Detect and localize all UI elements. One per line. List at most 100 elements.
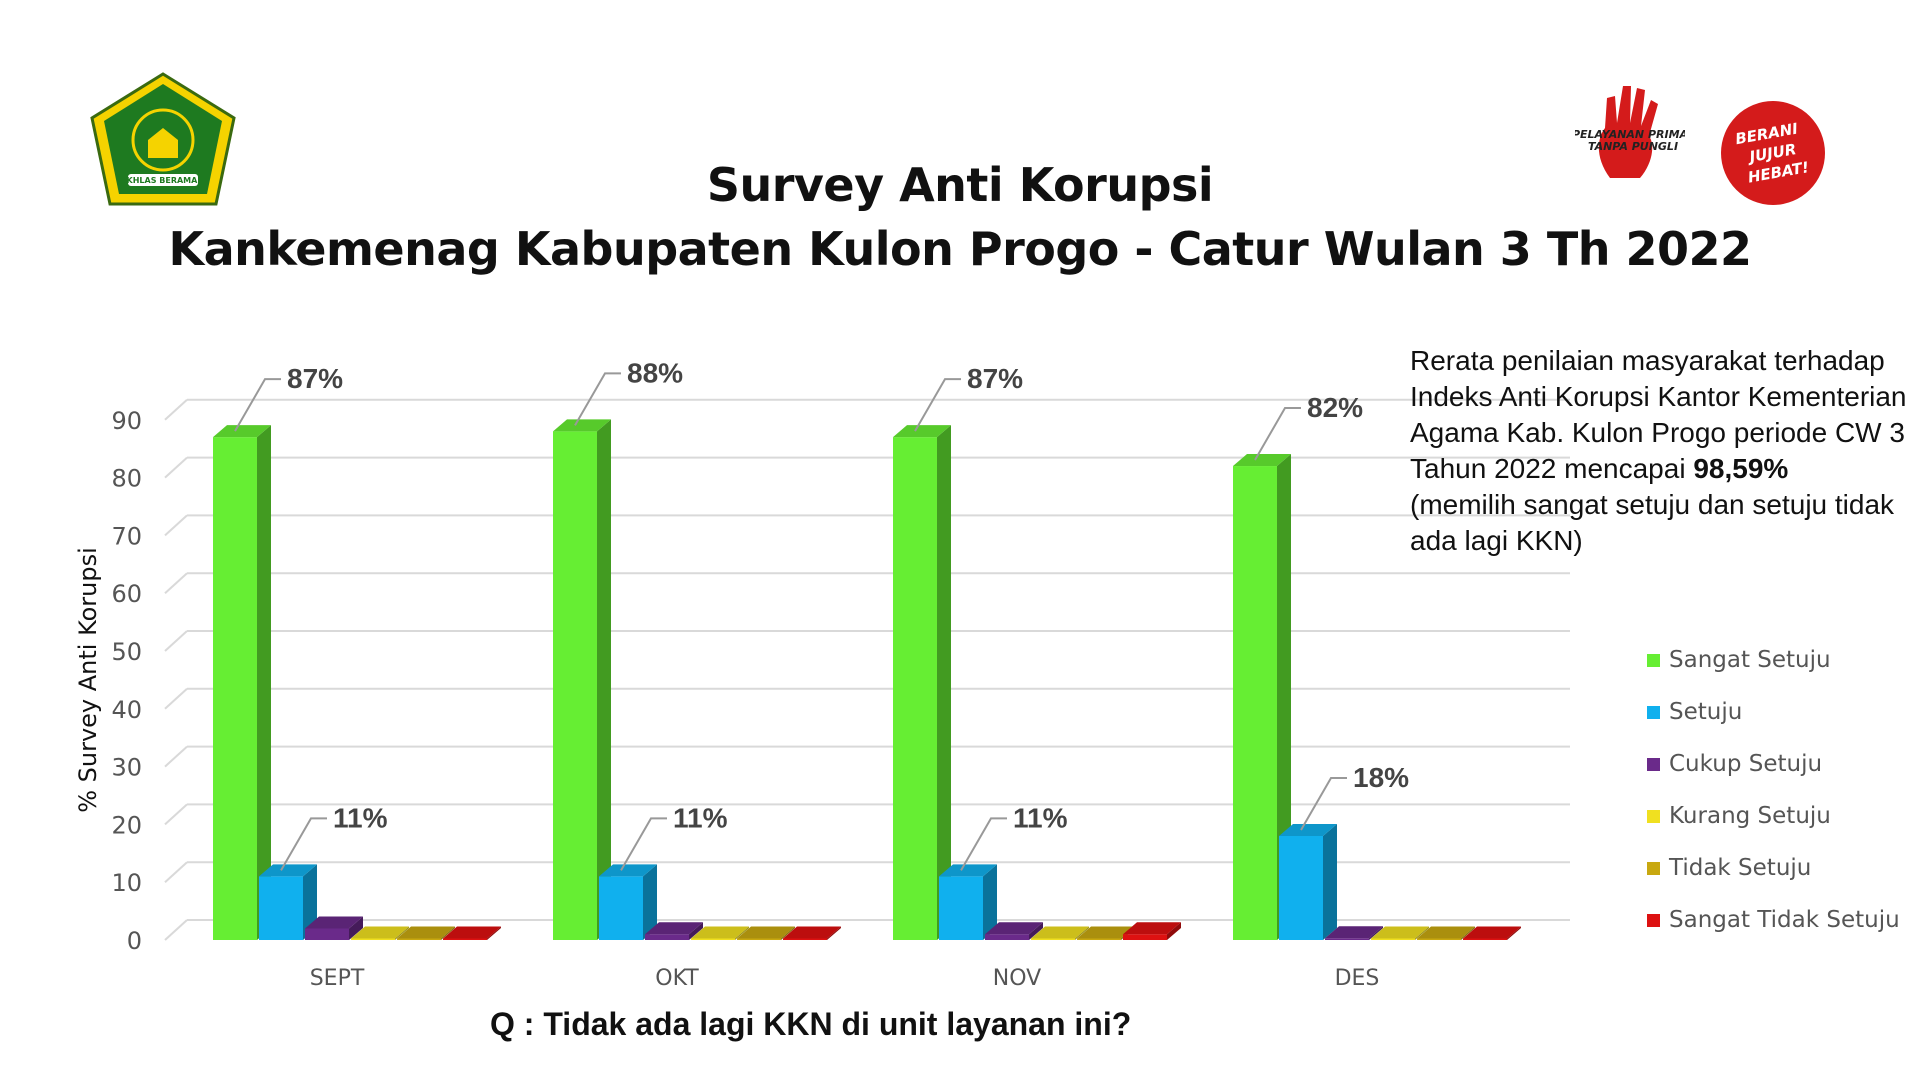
bar-side: [597, 419, 611, 940]
bar: [1031, 938, 1075, 940]
bar-side: [735, 926, 749, 940]
bar-side: [441, 926, 455, 940]
bar: [985, 934, 1029, 940]
bar: [1325, 938, 1369, 940]
bar: [213, 437, 257, 940]
bar-top: [985, 922, 1043, 935]
kemenag-logo: IKHLAS BERAMAL: [88, 70, 238, 210]
bar-top: [599, 864, 657, 877]
y-tick-label: 60: [111, 580, 142, 608]
survey-question: Q : Tidak ada lagi KKN di unit layanan i…: [490, 1006, 1132, 1042]
legend-swatch: [1647, 705, 1660, 719]
bar-top: [351, 926, 409, 939]
bar-top: [1233, 454, 1291, 467]
gridline-diag: [164, 514, 188, 537]
bar: [305, 928, 349, 940]
note-text: Rerata penilaian masyarakat terhadap Ind…: [1410, 345, 1907, 484]
bar-top: [645, 922, 703, 935]
x-tick-label: NOV: [993, 966, 1041, 991]
data-label-leader: [960, 817, 1007, 871]
bar-top: [259, 864, 317, 877]
note-text-after: (memilih sangat setuju dan setuju tidak …: [1410, 489, 1895, 556]
data-label: 87%: [967, 363, 1023, 394]
bar: [1371, 938, 1415, 940]
bar-side: [781, 926, 795, 940]
bar-side: [1075, 926, 1089, 940]
bar-side: [1323, 823, 1337, 940]
x-tick-label: OKT: [655, 966, 699, 991]
bar-top: [397, 926, 455, 939]
gridline-diag: [164, 803, 188, 826]
bar-side: [395, 926, 409, 940]
y-tick-label: 20: [111, 811, 142, 839]
data-label-leader: [574, 372, 621, 426]
data-label-leader: [234, 378, 281, 432]
legend-swatch: [1647, 653, 1660, 667]
bar-top: [1417, 926, 1475, 939]
bar-side: [487, 926, 501, 940]
bar: [259, 876, 303, 940]
bar: [737, 938, 781, 940]
bar: [1077, 938, 1121, 940]
bar: [1233, 466, 1277, 940]
bar-top: [1279, 823, 1337, 836]
bar: [1123, 934, 1167, 940]
gridline-diag: [164, 688, 188, 710]
data-label-leader: [280, 817, 327, 871]
legend-label: Tidak Setuju: [1669, 855, 1812, 881]
legend-item: Kurang Setuju: [1647, 801, 1831, 831]
bar-top: [1325, 926, 1383, 939]
bar: [1417, 938, 1461, 940]
bar-top: [553, 419, 611, 432]
legend-swatch: [1647, 913, 1660, 927]
y-tick-label: 70: [111, 522, 142, 550]
bar-side: [937, 425, 951, 940]
y-tick-label: 50: [111, 638, 142, 666]
legend-label: Cukup Setuju: [1669, 751, 1823, 777]
legend-swatch: [1647, 861, 1660, 875]
bar-side: [1167, 922, 1181, 940]
y-tick-label: 0: [127, 927, 142, 955]
gridline-diag: [164, 456, 188, 479]
bar: [783, 938, 827, 940]
data-label: 11%: [333, 802, 388, 833]
bar-top: [213, 425, 271, 438]
bar-side: [1277, 454, 1291, 940]
bar-top: [939, 864, 997, 877]
bar: [1463, 938, 1507, 940]
logo-motto-text: IKHLAS BERAMAL: [124, 176, 203, 185]
bar-top: [893, 425, 951, 438]
bar-side: [827, 926, 841, 940]
legend-label: Setuju: [1669, 699, 1743, 725]
bar-top: [737, 926, 795, 939]
bar: [1279, 835, 1323, 940]
bar: [939, 876, 983, 940]
bar: [645, 934, 689, 940]
legend-label: Kurang Setuju: [1669, 803, 1831, 829]
y-tick-label: 80: [111, 465, 142, 493]
gridline-diag: [164, 572, 188, 594]
gridline-diag: [164, 919, 188, 941]
bar-side: [1507, 926, 1521, 940]
logo-text-2: TANPA PUNGLI: [1588, 140, 1678, 153]
bar-top: [783, 926, 841, 939]
bar-side: [1461, 926, 1475, 940]
bar-top: [443, 926, 501, 939]
note-highlight: 98,59%: [1693, 453, 1789, 484]
legend-item: Cukup Setuju: [1647, 749, 1822, 779]
y-tick-label: 40: [111, 696, 142, 724]
x-tick-label: SEPT: [310, 966, 365, 991]
chart-title-line1: Survey Anti Korupsi: [706, 158, 1214, 212]
berani-jujur-hebat-logo: BERANI JUJUR HEBAT!: [1720, 100, 1826, 206]
gridline-diag: [164, 630, 188, 652]
bar: [397, 938, 441, 940]
x-tick-label: DES: [1335, 966, 1380, 991]
data-label-leader: [1300, 776, 1347, 831]
data-label: 11%: [673, 802, 728, 833]
data-label: 11%: [1013, 802, 1068, 833]
bar: [443, 938, 487, 940]
legend-swatch: [1647, 757, 1660, 771]
data-label-leader: [620, 817, 667, 871]
data-label: 88%: [627, 357, 683, 388]
